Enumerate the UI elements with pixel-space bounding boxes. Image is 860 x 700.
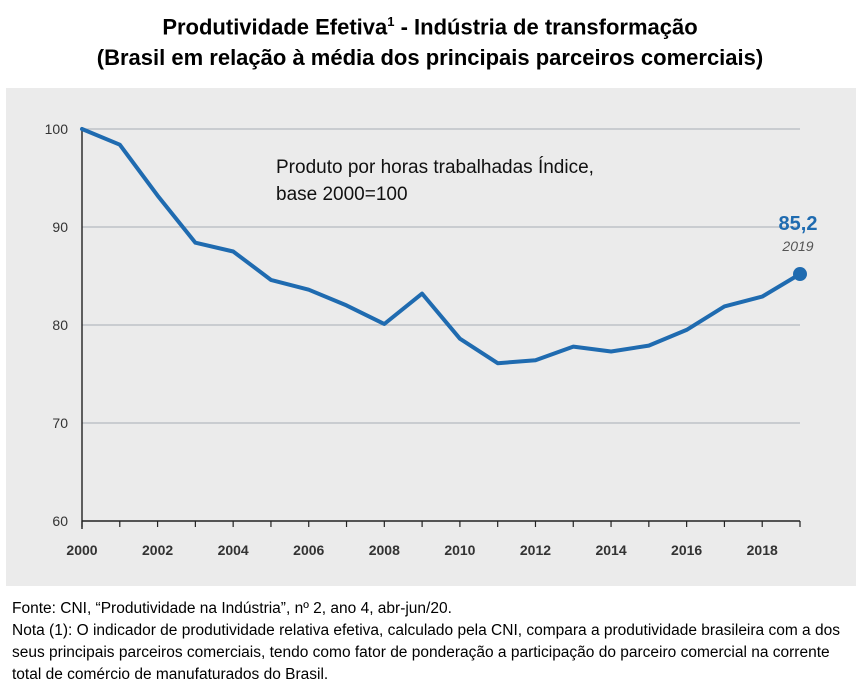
x-tick-label-2000: 2000 — [66, 542, 97, 558]
callout-value-label: 85,2 — [779, 213, 818, 235]
y-tick-label-80: 80 — [52, 317, 68, 333]
chart-panel: 60 70 80 90 100 2000 2002 2004 2006 2008 2010 2012 2… — [6, 88, 856, 586]
x-tick-label-2006: 2006 — [293, 542, 324, 558]
chart-title-main: Produtividade Efetiva — [162, 14, 388, 40]
x-tick-label-2008: 2008 — [369, 542, 400, 558]
callout-year-label: 2019 — [781, 238, 813, 254]
chart-title: Produtividade Efetiva1 - Indústria de tr… — [0, 8, 860, 41]
x-tick-label-2018: 2018 — [747, 542, 778, 558]
y-tick-label-90: 90 — [52, 219, 68, 235]
series-line — [80, 127, 802, 366]
chart-title-suffix: - Indústria de transformação — [394, 14, 698, 40]
x-tick-label-2012: 2012 — [520, 542, 551, 558]
x-tick-label-2004: 2004 — [218, 542, 249, 558]
source-note: Fonte: CNI, “Produtividade na Indústria”… — [12, 600, 452, 617]
line-chart: 60 70 80 90 100 2000 2002 2004 2006 2008 2010 2012 2… — [45, 121, 818, 558]
y-tick-label-100: 100 — [45, 121, 69, 137]
footer: Fonte: CNI, “Produtividade na Indústria”… — [12, 598, 852, 686]
x-tick-label-2016: 2016 — [671, 542, 702, 558]
methodology-note: Nota (1): O indicador de produtividade r… — [12, 622, 840, 683]
x-tick-label-2014: 2014 — [595, 542, 626, 558]
annotation-line-1: Produto por horas trabalhadas Índice, — [276, 157, 594, 178]
x-tick-label-2002: 2002 — [142, 542, 173, 558]
chart-subtitle: (Brasil em relação à média dos principai… — [96, 45, 764, 70]
endpoint-marker-2019 — [793, 267, 807, 282]
y-tick-label-60: 60 — [52, 513, 68, 529]
x-tick-label-2010: 2010 — [444, 542, 475, 558]
chart-title-superscript: 1 — [387, 14, 395, 29]
annotation-line-2: base 2000=100 — [276, 184, 408, 205]
y-tick-label-70: 70 — [52, 415, 68, 431]
